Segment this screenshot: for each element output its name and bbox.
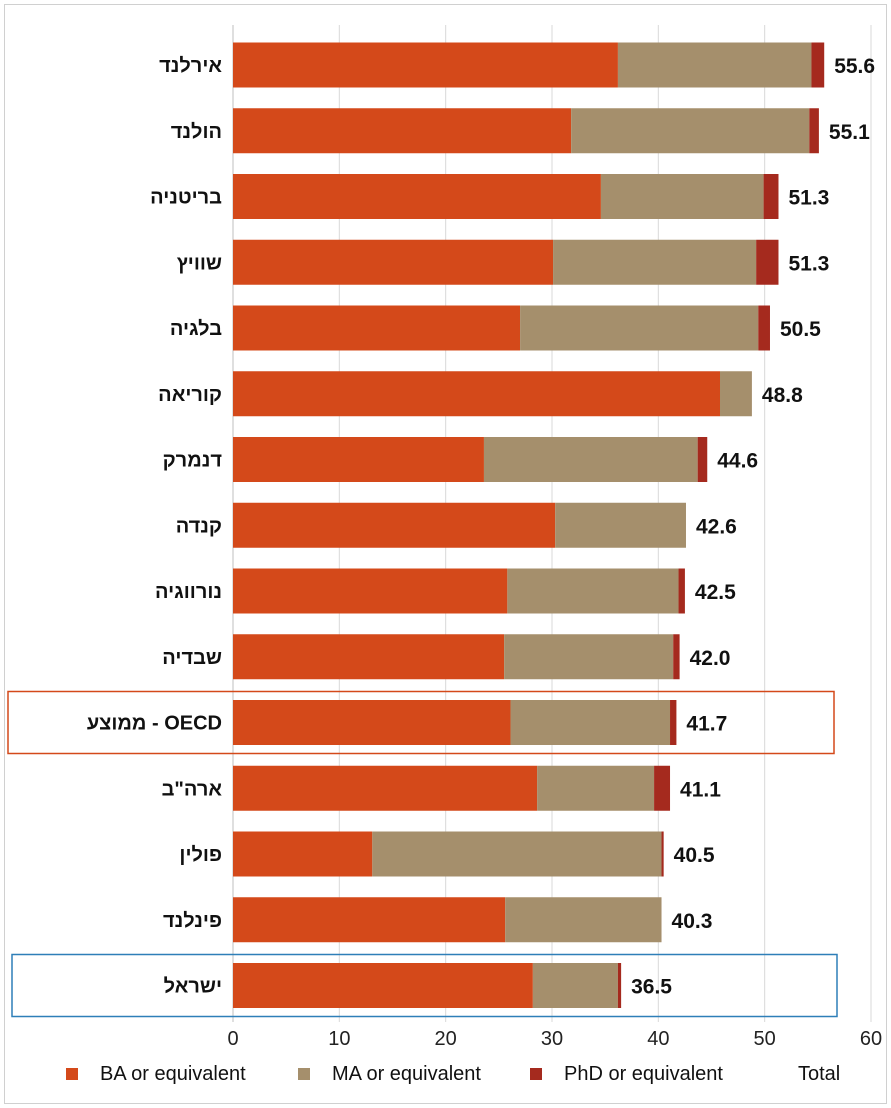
bar-segment bbox=[233, 568, 508, 614]
bar-segment bbox=[233, 371, 721, 417]
bar-segment bbox=[673, 634, 680, 680]
category-label: בלגיה bbox=[170, 318, 222, 340]
bar-segment bbox=[504, 634, 674, 680]
bar-segment bbox=[697, 437, 708, 482]
highlight-box bbox=[11, 953, 838, 1018]
x-axis-ticks: 0 10 20 30 40 50 60 bbox=[227, 1028, 882, 1050]
category-label: פולין bbox=[179, 844, 222, 866]
bar-segment bbox=[661, 831, 664, 877]
bar-segment bbox=[617, 963, 622, 1008]
x-tick-label: 30 bbox=[541, 1028, 563, 1050]
x-tick-label: 40 bbox=[647, 1028, 669, 1050]
category-label: דנמרק bbox=[163, 450, 223, 472]
bar-segment bbox=[233, 502, 556, 548]
total-label: 40.3 bbox=[672, 910, 713, 933]
bar-segment bbox=[233, 437, 484, 482]
bar-segment bbox=[678, 568, 685, 614]
category-label: אירלנד bbox=[159, 55, 222, 77]
total-label: 42.6 bbox=[696, 515, 737, 538]
bar-segment bbox=[233, 239, 554, 285]
legend-label: BA or equivalent bbox=[100, 1063, 246, 1085]
total-label: 41.1 bbox=[680, 778, 721, 801]
bar-segment bbox=[763, 174, 779, 219]
bar-segment bbox=[720, 371, 752, 417]
category-label: קנדה bbox=[176, 515, 222, 537]
category-label: קוריאה bbox=[158, 384, 222, 406]
category-labels: אירלנד הולנד בריטניה שוויץ בלגיה קוריאה דנמרק ק… bbox=[87, 55, 223, 998]
bar-segment bbox=[520, 305, 759, 351]
bar-segment bbox=[811, 42, 825, 88]
category-label: ישראל bbox=[164, 976, 222, 998]
x-tick-label: 50 bbox=[754, 1028, 776, 1050]
total-label: 44.6 bbox=[717, 450, 758, 473]
bar-segment bbox=[233, 42, 618, 88]
category-label: שבדיה bbox=[162, 647, 222, 669]
bar-segment bbox=[510, 700, 671, 745]
legend-swatch bbox=[530, 1068, 542, 1080]
bar-segment bbox=[537, 765, 655, 811]
category-label: נורווגיה bbox=[155, 581, 222, 603]
bar-segment bbox=[233, 963, 533, 1008]
category-label: בריטניה bbox=[150, 187, 222, 209]
category-label: ארה"ב bbox=[162, 778, 223, 800]
total-label: 42.0 bbox=[690, 647, 731, 670]
bar-segment bbox=[505, 897, 662, 943]
bar-segment bbox=[617, 42, 812, 88]
bar-segment bbox=[233, 108, 572, 154]
legend-label: PhD or equivalent bbox=[564, 1063, 723, 1085]
total-label: 40.5 bbox=[674, 844, 715, 867]
total-label: 55.1 bbox=[829, 121, 870, 144]
total-label: 51.3 bbox=[788, 187, 829, 210]
category-label: הולנד bbox=[171, 121, 222, 143]
x-tick-label: 60 bbox=[860, 1028, 882, 1050]
total-label: 36.5 bbox=[631, 976, 672, 999]
bar-segment bbox=[571, 108, 810, 154]
category-label: ממוצע - OECD bbox=[87, 713, 222, 735]
bar-segment bbox=[372, 831, 662, 877]
category-label: שוויץ bbox=[177, 252, 222, 274]
bar-segment bbox=[600, 174, 764, 219]
chart-frame bbox=[4, 4, 887, 1104]
bar-segment bbox=[654, 765, 671, 811]
highlight-box bbox=[7, 690, 835, 755]
legend-label: MA or equivalent bbox=[332, 1063, 481, 1085]
bar-segment bbox=[670, 700, 677, 745]
bar-segment bbox=[233, 897, 506, 943]
total-label: 51.3 bbox=[788, 252, 829, 275]
legend-label: Total bbox=[798, 1063, 840, 1085]
bar-segment bbox=[233, 305, 521, 351]
bars bbox=[233, 42, 825, 1008]
bar-segment bbox=[809, 108, 819, 154]
total-labels: 55.6 55.1 51.3 51.3 50.5 48.8 44.6 42.6 42.5 42.0… bbox=[631, 55, 875, 999]
bar-segment bbox=[233, 174, 601, 219]
bar-segment bbox=[233, 634, 505, 680]
legend: BA or equivalent MA or equivalent PhD or e… bbox=[66, 1063, 840, 1085]
total-label: 55.6 bbox=[834, 55, 875, 78]
total-label: 50.5 bbox=[780, 318, 821, 341]
total-label: 41.7 bbox=[686, 713, 727, 736]
bar-segment bbox=[233, 700, 511, 745]
bar-segment bbox=[553, 239, 757, 285]
x-tick-label: 10 bbox=[328, 1028, 350, 1050]
legend-swatch bbox=[298, 1068, 310, 1080]
bar-segment bbox=[758, 305, 770, 351]
total-label: 48.8 bbox=[762, 384, 803, 407]
category-label: פינלנד bbox=[163, 910, 222, 932]
bar-segment bbox=[756, 239, 779, 285]
legend-swatch bbox=[66, 1068, 78, 1080]
total-label: 42.5 bbox=[695, 581, 736, 604]
bar-segment bbox=[233, 831, 373, 877]
x-tick-label: 0 bbox=[227, 1028, 238, 1050]
highlight-boxes bbox=[7, 690, 838, 1018]
x-tick-label: 20 bbox=[435, 1028, 457, 1050]
bar-segment bbox=[507, 568, 679, 614]
bar-segment bbox=[233, 765, 538, 811]
bar-segment bbox=[483, 437, 698, 482]
bar-segment bbox=[532, 963, 618, 1008]
bar-segment bbox=[555, 502, 686, 548]
